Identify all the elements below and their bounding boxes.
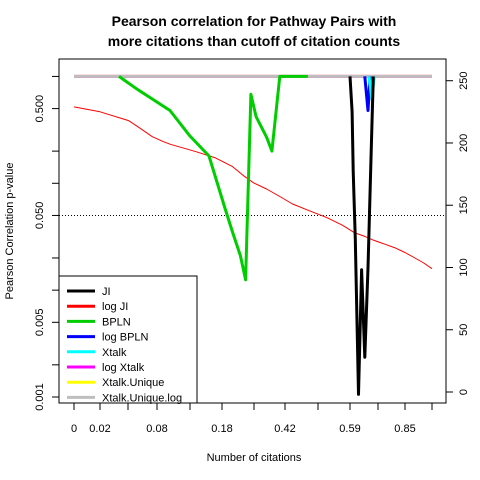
- legend-label-3: log BPLN: [102, 332, 149, 344]
- chart-title-line-2: more citations than cutoff of citation c…: [108, 33, 401, 49]
- x-tick-label-1: 0.02: [89, 423, 110, 435]
- axes-layer: 0 0.02 0.08 0.18 0.42 0.59 0.85 0.001 0.005 0.050…: [34, 72, 470, 435]
- x-axis-label: Number of citations: [207, 452, 302, 464]
- series-line-ji: [348, 76, 375, 396]
- legend-label-1: log JI: [102, 301, 128, 313]
- y-left-tick-label-2: 0.050: [34, 202, 46, 230]
- y-right-tick-label-2: 100: [458, 258, 470, 276]
- y-left-tick-label-1: 0.005: [34, 309, 46, 337]
- x-tick-label-2: 0.08: [146, 423, 167, 435]
- x-tick-label-0: 0: [71, 423, 77, 435]
- y-axis-label: Pearson Correlation p-value: [4, 163, 16, 300]
- legend-label-6: Xtalk.Unique: [102, 377, 164, 389]
- y-right-tick-label-5: 250: [458, 72, 470, 90]
- series-line-bpln: [118, 74, 308, 282]
- x-tick-label-3: 0.18: [211, 423, 232, 435]
- series-line-log-ji: [73, 106, 433, 270]
- legend-label-2: BPLN: [102, 316, 131, 328]
- legend-label-0: JI: [102, 286, 111, 298]
- x-tick-label-5: 0.59: [339, 423, 360, 435]
- x-tick-label-4: 0.42: [274, 423, 295, 435]
- x-tick-label-6: 0.85: [394, 423, 415, 435]
- legend-label-4: Xtalk: [102, 347, 127, 359]
- y-left-tick-label-0: 0.001: [34, 383, 46, 411]
- y-right-tick-label-4: 200: [458, 134, 470, 152]
- legend-label-5: log Xtalk: [102, 362, 145, 374]
- y-right-tick-label-3: 150: [458, 196, 470, 214]
- y-right-tick-label-1: 50: [458, 324, 470, 336]
- chart-title-line-1: Pearson correlation for Pathway Pairs wi…: [112, 13, 397, 29]
- legend-label-7: Xtalk.Unique.log: [102, 392, 182, 404]
- y-right-tick-label-0: 0: [458, 389, 470, 395]
- plot-layer: [59, 74, 446, 396]
- y-left-tick-label-3: 0.500: [34, 95, 46, 123]
- legend: JI log JI BPLN log BPLN Xtalk log Xtalk Xtalk.…: [58, 275, 198, 404]
